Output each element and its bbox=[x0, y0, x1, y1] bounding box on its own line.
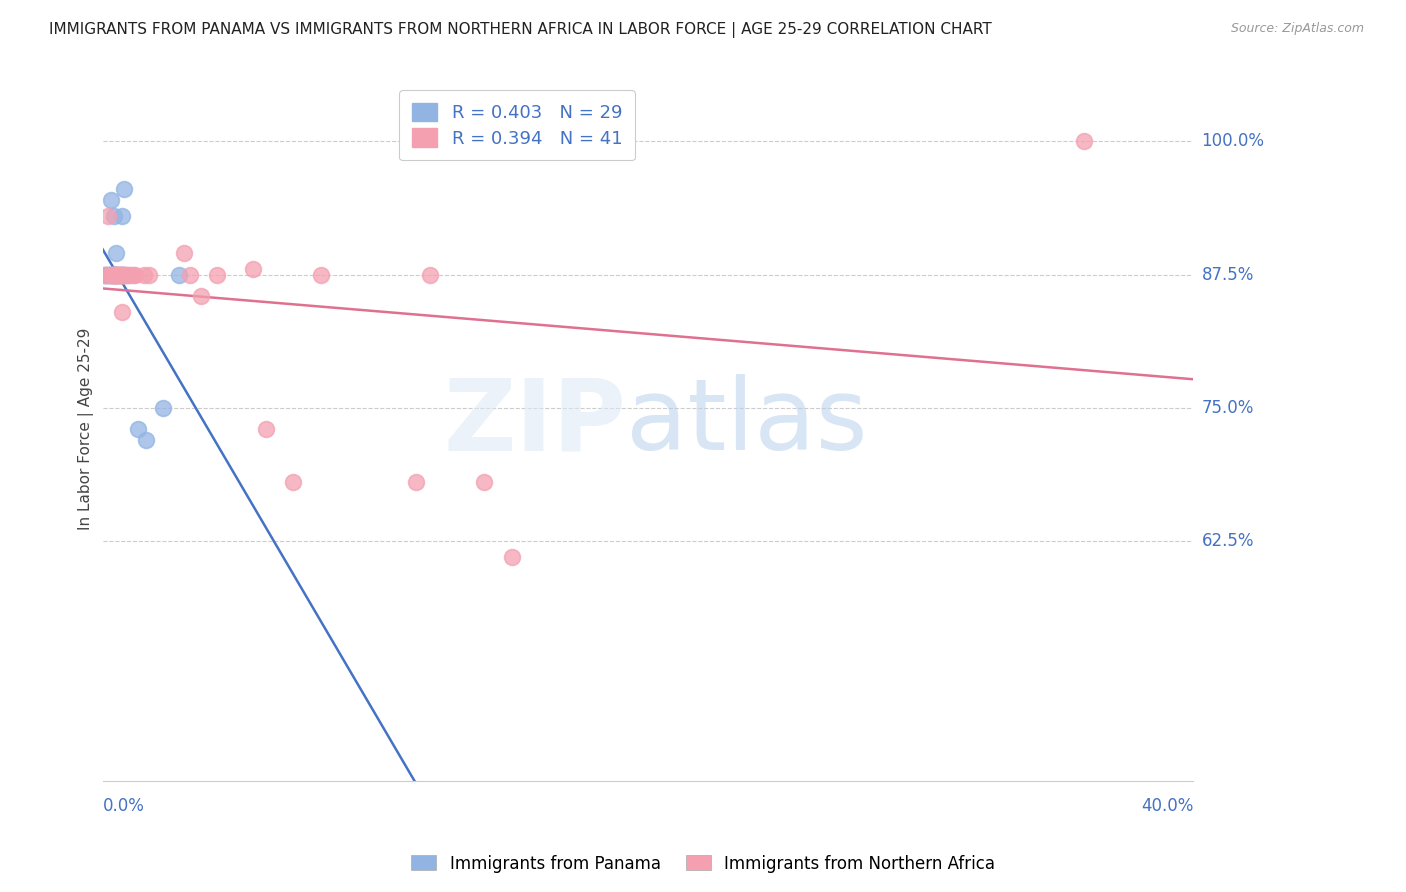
Point bbox=[103, 268, 125, 282]
Point bbox=[105, 268, 128, 282]
Point bbox=[103, 268, 125, 282]
Point bbox=[94, 268, 117, 282]
Point bbox=[97, 268, 120, 282]
Y-axis label: In Labor Force | Age 25-29: In Labor Force | Age 25-29 bbox=[79, 328, 94, 531]
Text: ZIP: ZIP bbox=[443, 375, 626, 471]
Point bbox=[179, 268, 201, 282]
Point bbox=[205, 268, 228, 282]
Point bbox=[254, 422, 277, 436]
Point bbox=[112, 268, 135, 282]
Point bbox=[105, 268, 128, 282]
Point bbox=[108, 268, 131, 282]
Point bbox=[283, 475, 305, 490]
Text: 75.0%: 75.0% bbox=[1202, 399, 1254, 417]
Point bbox=[190, 289, 212, 303]
Point bbox=[105, 268, 128, 282]
Text: 0.0%: 0.0% bbox=[103, 797, 145, 815]
Point bbox=[105, 268, 128, 282]
Point bbox=[472, 475, 495, 490]
Text: 100.0%: 100.0% bbox=[1202, 132, 1264, 151]
Point bbox=[501, 550, 523, 565]
Point bbox=[132, 268, 155, 282]
Point bbox=[100, 268, 122, 282]
Point bbox=[111, 305, 134, 319]
Point bbox=[152, 401, 174, 415]
Point bbox=[103, 268, 125, 282]
Point bbox=[108, 268, 131, 282]
Point bbox=[115, 268, 138, 282]
Point bbox=[242, 262, 264, 277]
Point bbox=[127, 422, 149, 436]
Point bbox=[135, 433, 157, 447]
Point bbox=[111, 268, 134, 282]
Point bbox=[100, 268, 122, 282]
Point bbox=[111, 268, 134, 282]
Point bbox=[419, 268, 441, 282]
Text: 87.5%: 87.5% bbox=[1202, 266, 1254, 284]
Point bbox=[105, 246, 128, 260]
Point bbox=[103, 268, 125, 282]
Point bbox=[111, 268, 134, 282]
Point bbox=[112, 268, 135, 282]
Text: IMMIGRANTS FROM PANAMA VS IMMIGRANTS FROM NORTHERN AFRICA IN LABOR FORCE | AGE 2: IMMIGRANTS FROM PANAMA VS IMMIGRANTS FRO… bbox=[49, 22, 993, 38]
Point bbox=[103, 268, 125, 282]
Point bbox=[112, 268, 135, 282]
Point bbox=[112, 182, 135, 196]
Point bbox=[108, 268, 131, 282]
Text: Source: ZipAtlas.com: Source: ZipAtlas.com bbox=[1230, 22, 1364, 36]
Point bbox=[138, 268, 160, 282]
Point bbox=[108, 268, 131, 282]
Point bbox=[94, 268, 117, 282]
Point bbox=[118, 268, 141, 282]
Point bbox=[167, 268, 190, 282]
Point bbox=[111, 209, 134, 223]
Point bbox=[105, 268, 128, 282]
Text: 62.5%: 62.5% bbox=[1202, 533, 1254, 550]
Point bbox=[108, 268, 131, 282]
Point bbox=[97, 209, 120, 223]
Point bbox=[105, 268, 128, 282]
Point bbox=[100, 268, 122, 282]
Text: 40.0%: 40.0% bbox=[1140, 797, 1194, 815]
Point bbox=[103, 268, 125, 282]
Point bbox=[173, 246, 195, 260]
Point bbox=[121, 268, 143, 282]
Point bbox=[309, 268, 332, 282]
Point bbox=[124, 268, 146, 282]
Point bbox=[111, 268, 134, 282]
Point bbox=[111, 268, 134, 282]
Legend: R = 0.403   N = 29, R = 0.394   N = 41: R = 0.403 N = 29, R = 0.394 N = 41 bbox=[399, 90, 636, 161]
Legend: Immigrants from Panama, Immigrants from Northern Africa: Immigrants from Panama, Immigrants from … bbox=[405, 848, 1001, 880]
Point bbox=[100, 268, 122, 282]
Point bbox=[115, 268, 138, 282]
Point bbox=[1073, 135, 1095, 149]
Point bbox=[105, 268, 128, 282]
Point bbox=[100, 268, 122, 282]
Point bbox=[97, 268, 120, 282]
Point bbox=[94, 268, 117, 282]
Point bbox=[103, 268, 125, 282]
Point bbox=[405, 475, 427, 490]
Point bbox=[103, 209, 125, 223]
Point bbox=[108, 268, 131, 282]
Text: atlas: atlas bbox=[626, 375, 868, 471]
Point bbox=[97, 268, 120, 282]
Point bbox=[100, 193, 122, 207]
